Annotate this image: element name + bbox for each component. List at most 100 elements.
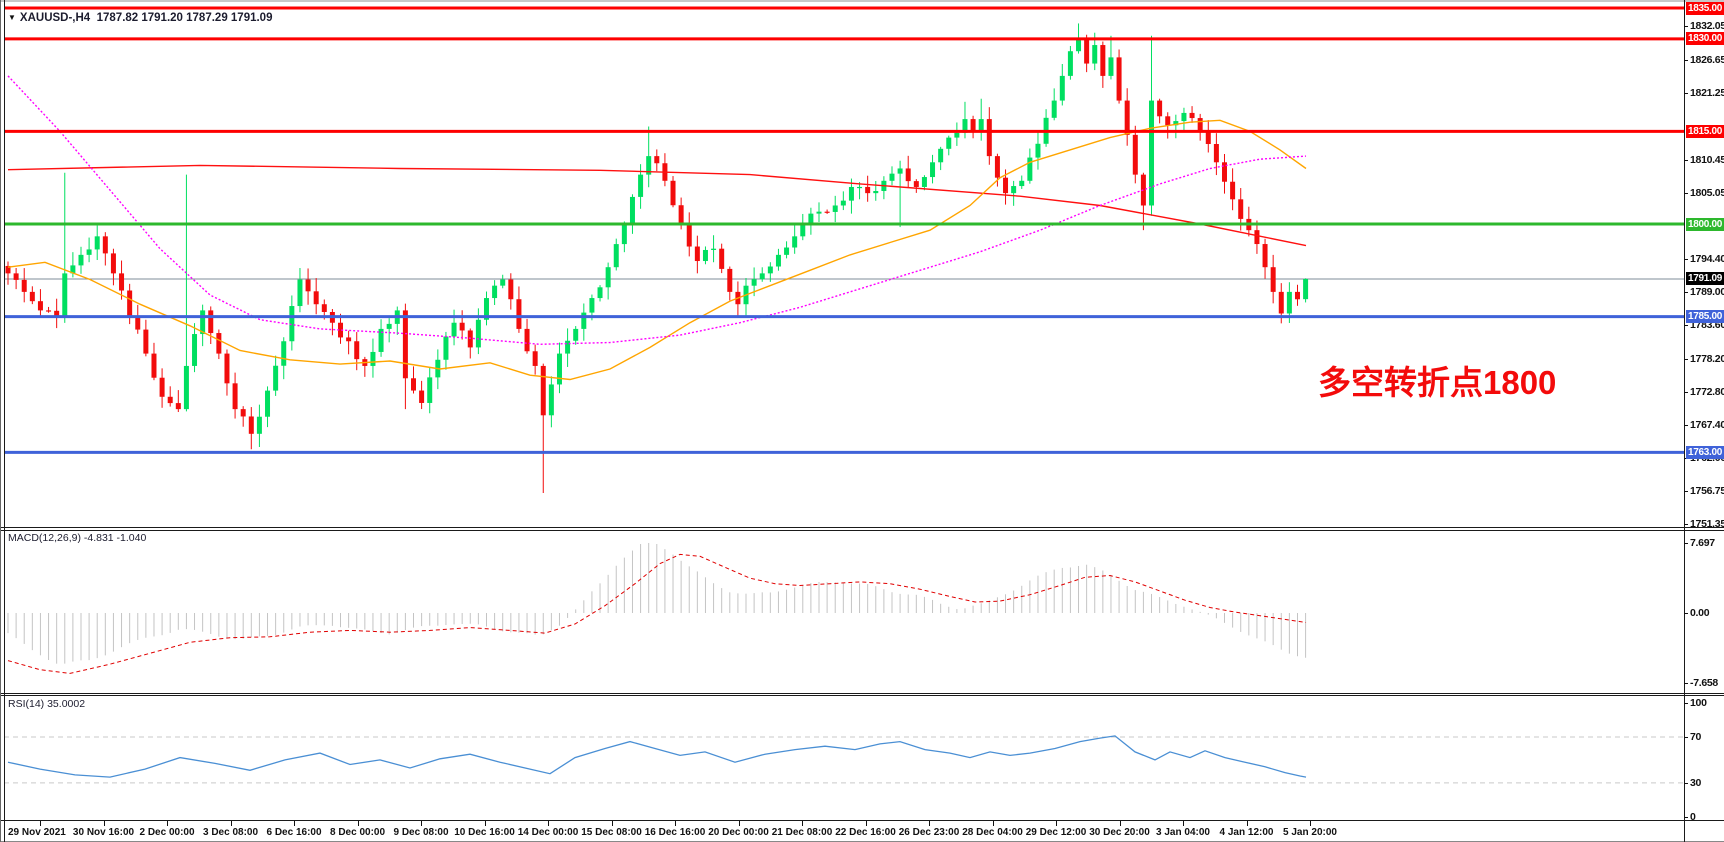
dropdown-icon[interactable]: ▼ xyxy=(8,13,16,22)
macd-axis-label: 0.00 xyxy=(1690,607,1710,619)
time-axis-label: 3 Jan 04:00 xyxy=(1156,827,1210,838)
time-axis-label: 10 Dec 16:00 xyxy=(454,827,515,838)
price-axis-label: 1789.00 xyxy=(1690,285,1724,298)
time-axis-label: 4 Jan 12:00 xyxy=(1219,827,1274,838)
time-axis-label: 30 Dec 20:00 xyxy=(1089,827,1150,838)
price-axis-tick xyxy=(1684,425,1688,427)
price-axis-tick xyxy=(1684,92,1688,94)
price-badge-1830.00: 1830.00 xyxy=(1686,32,1724,46)
price-axis-label: 1794.40 xyxy=(1690,252,1724,265)
rsi-axis-label: 70 xyxy=(1690,731,1702,743)
time-axis-label: 22 Dec 16:00 xyxy=(835,827,896,838)
rsi-axis-tick xyxy=(1684,817,1688,819)
time-axis-label: 26 Dec 23:00 xyxy=(898,827,960,838)
macd-axis-tick xyxy=(1684,613,1688,614)
time-axis-tick xyxy=(230,821,232,826)
time-axis-label: 2 Dec 00:00 xyxy=(139,827,195,838)
trend-annotation: 多空转折点1800 xyxy=(1318,364,1557,401)
macd-plot[interactable] xyxy=(0,531,1684,693)
symbol-label: XAUUSD-,H4 xyxy=(19,12,91,24)
price-axis-tick xyxy=(1684,458,1688,460)
time-axis-tick xyxy=(357,821,359,826)
macd-axis-tick xyxy=(1684,542,1688,544)
panel-separator xyxy=(0,820,1724,821)
price-axis-label: 1832.05 xyxy=(1690,20,1724,33)
time-axis-tick xyxy=(1246,821,1248,826)
time-axis-label: 20 Dec 00:00 xyxy=(708,827,769,838)
rsi-axis-label: 100 xyxy=(1690,696,1707,709)
time-axis-label: 6 Dec 16:00 xyxy=(266,827,322,838)
candlestick-plot[interactable] xyxy=(0,0,1684,527)
macd-label: MACD(12,26,9) -4.831 -1.040 xyxy=(8,532,147,544)
time-axis-label: 29 Dec 12:00 xyxy=(1025,827,1087,838)
time-axis-tick xyxy=(675,821,676,826)
price-axis-label: 1767.40 xyxy=(1690,419,1724,432)
price-axis-label: 1772.80 xyxy=(1690,385,1724,398)
panel-separator xyxy=(0,693,1724,694)
price-axis-label: 1756.75 xyxy=(1690,484,1724,497)
time-axis-tick xyxy=(167,821,168,826)
panel-separator xyxy=(0,527,1724,528)
window-top-frame xyxy=(0,0,1724,2)
time-axis-label: 28 Dec 04:00 xyxy=(962,827,1023,838)
panel-separator xyxy=(0,695,1724,696)
macd-axis-tick xyxy=(1684,683,1688,685)
price-axis-tick xyxy=(1684,391,1688,393)
price-axis-tick xyxy=(1684,159,1688,161)
time-axis-tick xyxy=(421,821,422,826)
rsi-axis-label: 30 xyxy=(1690,776,1702,789)
time-axis-label: 16 Dec 16:00 xyxy=(644,827,706,838)
price-axis-tick xyxy=(1684,291,1688,293)
price-badge-1815.00: 1815.00 xyxy=(1686,124,1724,138)
time-axis-tick xyxy=(548,821,549,826)
price-axis-label: 1751.35 xyxy=(1690,518,1724,531)
time-axis-tick xyxy=(929,821,930,826)
price-badge-1791.09: 1791.09 xyxy=(1686,272,1724,286)
time-axis-label: 9 Dec 08:00 xyxy=(393,827,449,838)
price-axis-tick xyxy=(1684,59,1688,61)
price-axis-tick xyxy=(1684,358,1688,360)
time-axis-tick xyxy=(865,821,867,826)
time-axis-label: 15 Dec 08:00 xyxy=(581,827,642,838)
price-badge-1800.00: 1800.00 xyxy=(1686,217,1724,231)
time-axis-tick xyxy=(294,821,295,826)
time-axis-label: 30 Nov 16:00 xyxy=(72,827,135,838)
price-axis-border[interactable] xyxy=(1684,0,1685,842)
chart-left-border xyxy=(4,0,5,842)
price-axis-tick xyxy=(1684,524,1688,526)
time-axis-label: 5 Jan 20:00 xyxy=(1283,827,1337,838)
price-axis-tick xyxy=(1684,325,1688,327)
price-axis-tick xyxy=(1684,258,1688,260)
window-left-frame xyxy=(0,0,1,842)
time-axis-tick xyxy=(103,821,105,826)
panel-separator xyxy=(0,530,1724,531)
time-axis-label: 14 Dec 00:00 xyxy=(517,827,579,838)
symbol-ohlc-header: ▼ XAUUSD-,H4 1787.82 1791.20 1787.29 1791… xyxy=(8,12,272,24)
price-axis-tick xyxy=(1684,26,1688,28)
time-axis-label: 3 Dec 08:00 xyxy=(202,827,259,838)
rsi-axis-tick xyxy=(1684,737,1688,738)
time-axis-tick xyxy=(802,821,803,826)
time-axis-tick xyxy=(738,821,740,826)
rsi-label: RSI(14) 35.0002 xyxy=(8,698,86,710)
time-axis-tick xyxy=(611,821,613,826)
rsi-axis-label: 0 xyxy=(1690,811,1696,824)
macd-axis-label: 7.697 xyxy=(1690,536,1715,549)
price-axis-label: 1778.20 xyxy=(1690,352,1724,365)
time-axis-tick xyxy=(1056,821,1057,826)
time-axis-tick xyxy=(484,821,486,826)
price-axis-tick xyxy=(1684,192,1688,194)
price-axis-tick xyxy=(1684,490,1688,492)
price-axis-label: 1810.45 xyxy=(1690,153,1724,166)
price-badge-1763.00: 1763.00 xyxy=(1686,445,1724,459)
price-axis-label: 1805.05 xyxy=(1690,186,1724,199)
price-badge-1835.00: 1835.00 xyxy=(1686,1,1724,15)
rsi-axis-tick xyxy=(1684,702,1688,704)
time-axis-tick xyxy=(1183,821,1184,826)
ohlc-values: 1787.82 1791.20 1787.29 1791.09 xyxy=(96,12,273,24)
time-axis-label: 8 Dec 00:00 xyxy=(329,827,386,838)
rsi-plot[interactable] xyxy=(0,696,1684,820)
time-axis-tick xyxy=(1119,821,1121,826)
time-axis-label: 29 Nov 2021 xyxy=(8,827,66,838)
